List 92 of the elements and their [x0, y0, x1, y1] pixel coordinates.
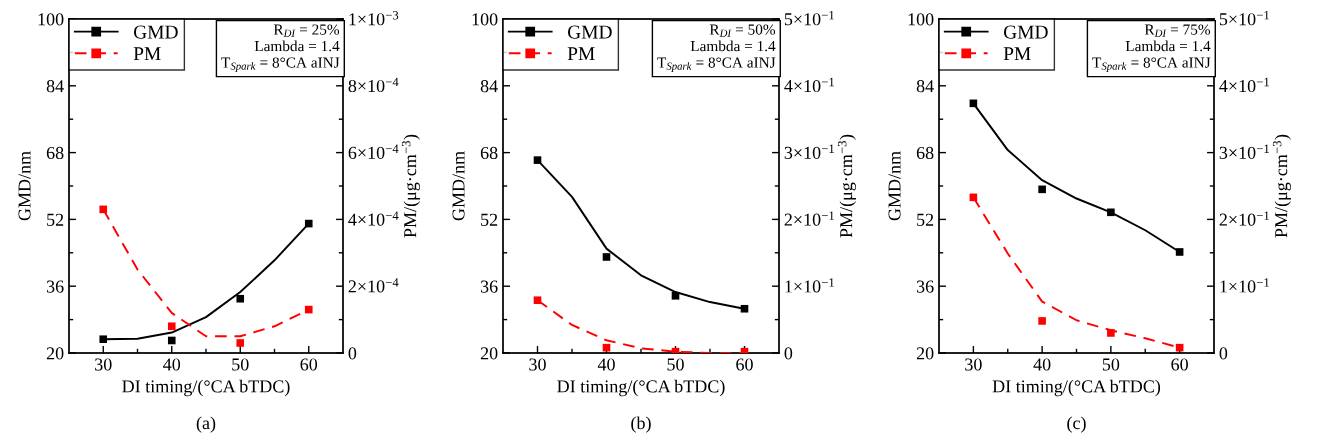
- point: [1038, 185, 1046, 194]
- x-tick-label: 50: [232, 358, 249, 371]
- y2-tick-label: 0: [1219, 347, 1228, 360]
- point: [671, 292, 680, 300]
- y2-tick-label: 3×10$^{−1}$: [1219, 144, 1269, 159]
- x-tick-label: 30: [965, 358, 982, 371]
- y-tick-label: 84: [916, 80, 934, 93]
- y-tick-label: 20: [46, 347, 64, 360]
- annotation: R$_{DI}$ = 75%: [1144, 24, 1211, 37]
- legend-label: PM: [133, 47, 161, 61]
- y2-tick-label: 5×10$^{−1}$: [1219, 11, 1269, 26]
- y2-axis-title: PM/(μg·cm$^{−3}$): [1272, 134, 1291, 238]
- y2-tick-label: 3×10$^{−1}$: [784, 144, 834, 159]
- x-axis-title: DI timing/(°CA bTDC): [992, 379, 1161, 397]
- y-axis-title: GMD/nm: [888, 151, 901, 221]
- annotation: R$_{DI}$ = 50%: [709, 24, 776, 37]
- y-tick-label: 52: [917, 213, 934, 226]
- y-tick-label: 36: [480, 280, 498, 293]
- annotation: T$_{Spark}$ = 8°CA aINJ: [221, 57, 340, 72]
- point: [740, 304, 749, 313]
- y2-tick-label: 0: [348, 347, 357, 360]
- x-tick-label: 30: [95, 358, 112, 371]
- annotation: Lambda = 1.4: [254, 40, 340, 52]
- x-tick-label: 50: [1102, 358, 1120, 371]
- x-axis-title: DI timing/(°CA bTDC): [122, 379, 290, 397]
- y2-tick-label: 2×10$^{−1}$: [1219, 211, 1269, 226]
- y2-tick-label: 4×10$^{−1}$: [784, 77, 834, 93]
- y-tick-label: 84: [480, 80, 498, 93]
- y-tick-label: 100: [908, 13, 934, 26]
- y2-tick-label: 1×10$^{−3}$: [349, 11, 399, 26]
- y-tick-label: 36: [46, 280, 64, 293]
- point: [304, 219, 313, 228]
- y2-tick-label: 8×10$^{−4}$: [348, 77, 399, 93]
- x-tick-label: 60: [300, 358, 318, 371]
- annotation: R$_{DI}$ = 25%: [273, 24, 340, 37]
- y-tick-label: 52: [481, 213, 498, 226]
- y-tick-label: 68: [916, 146, 934, 160]
- y-tick-label: 20: [916, 347, 934, 360]
- point: [533, 156, 542, 164]
- y2-tick-label: 5×10$^{−1}$: [784, 11, 834, 26]
- y2-tick-label: 6×10$^{−4}$: [348, 144, 399, 159]
- x-tick-label: 30: [529, 358, 546, 371]
- y-tick-label: 52: [47, 213, 64, 226]
- annotation: Lambda = 1.4: [1125, 40, 1211, 52]
- y-axis-title: GMD/nm: [18, 151, 31, 221]
- legend-label: GMD: [567, 25, 612, 39]
- point: [1175, 248, 1184, 256]
- legend-label: PM: [567, 47, 595, 61]
- annotation: Lambda = 1.4: [690, 40, 776, 52]
- y2-axis-title: PM/(μg·cm$^{−3}$): [837, 134, 856, 238]
- y2-tick-label: 1×10$^{−1}$: [785, 278, 834, 293]
- point: [304, 305, 313, 314]
- y2-axis-title: PM/(μg·cm$^{−3}$): [401, 134, 420, 238]
- y2-tick-label: 1×10$^{−1}$: [1220, 278, 1269, 293]
- y-axis-title: GMD/nm: [452, 151, 465, 221]
- legend-label: GMD: [1003, 25, 1048, 39]
- y-tick-label: 68: [480, 146, 498, 160]
- y-tick-label: 20: [480, 347, 498, 360]
- y2-tick-label: 4×10$^{−4}$: [348, 211, 399, 226]
- y-tick-label: 68: [46, 146, 64, 160]
- y-tick-label: 100: [472, 13, 498, 26]
- y-tick-label: 100: [38, 13, 64, 26]
- legend-label: PM: [1003, 47, 1031, 61]
- point: [99, 205, 108, 214]
- text: (b): [631, 416, 651, 433]
- x-axis-title: DI timing/(°CA bTDC): [557, 379, 725, 397]
- x-tick-label: 60: [736, 358, 753, 371]
- point: [1038, 317, 1046, 325]
- text: (c): [1067, 416, 1086, 433]
- point: [1107, 329, 1115, 337]
- point: [602, 253, 611, 261]
- y2-tick-label: 0: [784, 347, 793, 360]
- annotation: T$_{Spark}$ = 8°CA aINJ: [1092, 57, 1211, 72]
- x-tick-label: 40: [597, 358, 615, 371]
- x-tick-label: 60: [1171, 358, 1188, 371]
- point: [167, 322, 176, 331]
- text: (a): [196, 416, 216, 433]
- y-tick-label: 84: [46, 80, 64, 93]
- y2-tick-label: 2×10$^{−4}$: [348, 278, 399, 293]
- x-tick-label: 40: [1033, 358, 1051, 371]
- x-tick-label: 50: [667, 358, 684, 371]
- point: [99, 335, 108, 344]
- point: [236, 339, 245, 347]
- y-tick-label: 36: [916, 280, 934, 293]
- x-tick-label: 40: [163, 358, 181, 371]
- point: [1107, 208, 1115, 217]
- legend-label: GMD: [133, 25, 178, 39]
- y2-tick-label: 2×10$^{−1}$: [784, 211, 834, 226]
- point: [167, 336, 176, 345]
- annotation: T$_{Spark}$ = 8°CA aINJ: [657, 57, 776, 72]
- point: [236, 294, 245, 303]
- y2-tick-label: 4×10$^{−1}$: [1219, 77, 1269, 93]
